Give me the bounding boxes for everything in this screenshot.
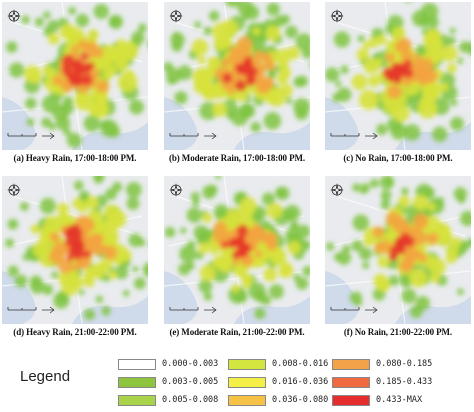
legend-item: 0.008-0.016 [228,359,370,371]
legend-title: Legend [20,368,71,385]
compass-icon [7,9,21,23]
map-panel-a [2,2,148,150]
legend-range: 0.000-0.003 [162,359,219,369]
legend-range: 0.080-0.185 [376,359,433,369]
caption-b: (b) Moderate Rain, 17:00-18:00 PM. [168,153,306,163]
legend-range: 0.036-0.080 [272,395,329,405]
legend-range: 0.433-MAX [376,395,423,405]
map-panel-e [164,176,310,324]
legend-swatch [228,395,266,406]
legend-range: 0.003-0.005 [162,377,219,387]
map-panel-b [164,2,310,150]
legend-range: 0.008-0.016 [272,359,329,369]
legend-swatch [332,377,370,388]
legend-item: 0.003-0.005 [118,377,260,389]
legend-swatch [332,359,370,370]
legend-range: 0.185-0.433 [376,377,433,387]
caption-a: (a) Heavy Rain, 17:00-18:00 PM. [13,153,137,163]
compass-icon [330,9,344,23]
scale-bar [330,132,378,140]
legend-swatch [332,395,370,406]
compass-icon [330,183,344,197]
compass-icon [169,9,183,23]
scale-bar [330,306,378,314]
legend-range: 0.005-0.008 [162,395,219,405]
heatmap-canvas [2,176,148,324]
compass-icon [169,183,183,197]
legend-swatch [118,359,156,370]
caption-e: (e) Moderate Rain, 21:00-22:00 PM. [169,327,305,337]
caption-d: (d) Heavy Rain, 21:00-22:00 PM. [13,327,137,337]
legend-item: 0.080-0.185 [332,359,474,371]
scale-bar [169,132,217,140]
heatmap-canvas [164,2,310,150]
legend-item: 0.016-0.036 [228,377,370,389]
legend-swatch [228,359,266,370]
legend-item: 0.000-0.003 [118,359,260,371]
heatmap-canvas [325,2,471,150]
legend-swatch [118,377,156,388]
legend-range: 0.016-0.036 [272,377,329,387]
compass-icon [7,183,21,197]
legend-item: 0.185-0.433 [332,377,474,389]
map-panel-f [325,176,471,324]
heatmap-canvas [2,2,148,150]
scale-bar [7,306,55,314]
legend-item: 0.036-0.080 [228,395,370,407]
legend-item: 0.005-0.008 [118,395,260,407]
heatmap-canvas [164,176,310,324]
scale-bar [169,306,217,314]
legend-swatch [118,395,156,406]
heatmap-canvas [325,176,471,324]
scale-bar [7,132,55,140]
legend-swatch [228,377,266,388]
map-panel-d [2,176,148,324]
caption-c: (c) No Rain, 17:00-18:00 PM. [343,153,453,163]
legend-item: 0.433-MAX [332,395,474,407]
caption-f: (f) No Rain, 21:00-22:00 PM. [343,327,453,337]
map-panel-c [325,2,471,150]
